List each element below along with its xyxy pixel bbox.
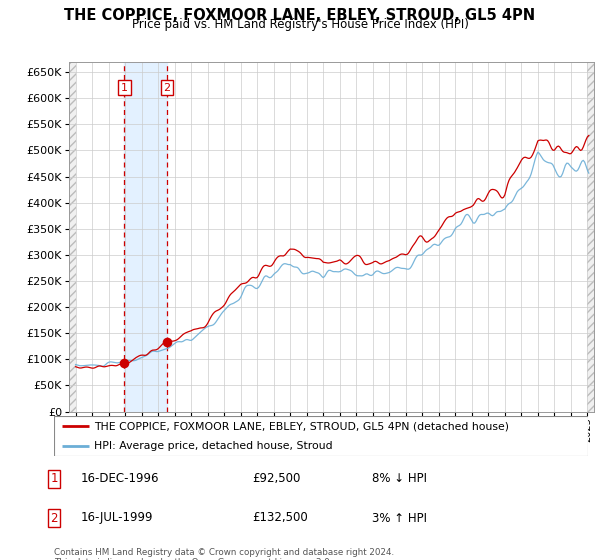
Text: 16-DEC-1996: 16-DEC-1996 [81, 472, 160, 486]
Bar [124, 62, 167, 412]
Bar [69, 62, 76, 412]
Text: 2: 2 [164, 83, 170, 93]
Text: Price paid vs. HM Land Registry's House Price Index (HPI): Price paid vs. HM Land Registry's House … [131, 18, 469, 31]
Bar [587, 62, 594, 412]
Text: 16-JUL-1999: 16-JUL-1999 [81, 511, 154, 525]
Text: Contains HM Land Registry data © Crown copyright and database right 2024.
This d: Contains HM Land Registry data © Crown c… [54, 548, 394, 560]
Text: 1: 1 [121, 83, 128, 93]
Text: HPI: Average price, detached house, Stroud: HPI: Average price, detached house, Stro… [94, 441, 332, 451]
Text: £132,500: £132,500 [252, 511, 308, 525]
FancyBboxPatch shape [54, 416, 588, 456]
Text: 8% ↓ HPI: 8% ↓ HPI [372, 472, 427, 486]
Text: THE COPPICE, FOXMOOR LANE, EBLEY, STROUD, GL5 4PN (detached house): THE COPPICE, FOXMOOR LANE, EBLEY, STROUD… [94, 421, 509, 431]
Text: 3% ↑ HPI: 3% ↑ HPI [372, 511, 427, 525]
Text: £92,500: £92,500 [252, 472, 301, 486]
Point [119, 359, 129, 368]
Point [162, 338, 172, 347]
Text: THE COPPICE, FOXMOOR LANE, EBLEY, STROUD, GL5 4PN: THE COPPICE, FOXMOOR LANE, EBLEY, STROUD… [64, 8, 536, 24]
Text: 2: 2 [50, 511, 58, 525]
Text: 1: 1 [50, 472, 58, 486]
